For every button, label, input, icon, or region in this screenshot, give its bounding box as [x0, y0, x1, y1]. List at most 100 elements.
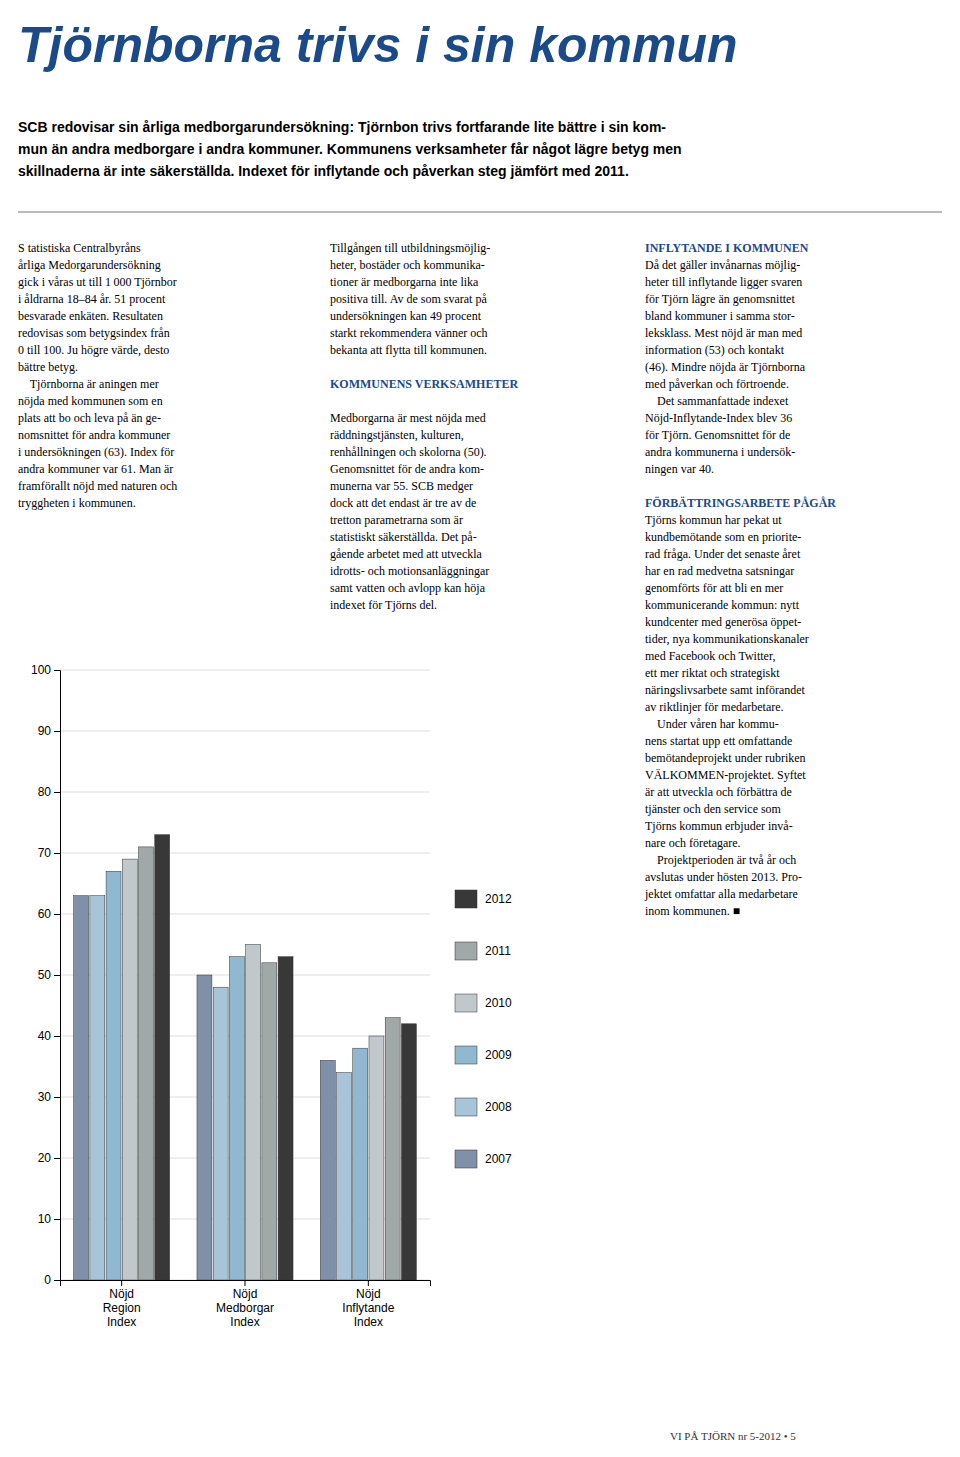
x-tick: NöjdRegionIndex — [103, 1280, 141, 1329]
bar — [320, 1060, 335, 1280]
column-text-line: tioner är medborgarna inte lika — [330, 275, 479, 289]
column-text-line: bekanta att flytta till kommunen. — [330, 343, 487, 357]
column-text-line: årliga Medorgarundersökning — [18, 258, 161, 272]
bar — [278, 957, 293, 1280]
column-text-line: Genomsnittet för de andra kom- — [330, 462, 484, 476]
bar — [401, 1024, 416, 1280]
bar — [197, 975, 212, 1280]
y-tick: 10 — [38, 1212, 60, 1226]
y-tick-mark — [54, 914, 60, 915]
column-text: Då det gäller invånarnas möjlig-heter ti… — [645, 258, 806, 476]
bar — [213, 987, 228, 1280]
column-text-line: nomsnittet för andra kommuner — [18, 428, 170, 442]
column-text-line: besvarade enkäten. Resultaten — [18, 309, 163, 323]
x-tick-mark — [245, 1280, 246, 1286]
y-tick-label: 30 — [38, 1090, 52, 1104]
legend-label: 2012 — [485, 892, 512, 906]
column-text-line: med Facebook och Twitter, — [645, 649, 775, 663]
x-tick: NöjdMedborgarIndex — [216, 1280, 274, 1329]
y-tick-mark — [54, 792, 60, 793]
column-text: Medborgarna är mest nöjda medräddningstj… — [330, 411, 489, 612]
legend-label: 2007 — [485, 1152, 512, 1166]
column-text-line: jektet omfattar alla medarbetare — [644, 887, 798, 901]
column-text-line: för Tjörn. Genomsnittet för de — [645, 428, 790, 442]
column-text: S tatistiska Centralbyråns årliga Medorga… — [18, 241, 177, 510]
column-text-line: tider, nya kommunikationskanaler — [645, 632, 809, 646]
x-tick-label-line: Region — [103, 1301, 141, 1315]
column-text-line: redovisas som betygsindex från — [18, 326, 170, 340]
y-tick-label: 0 — [44, 1273, 51, 1287]
y-tick: 100 — [31, 663, 60, 677]
x-tick-label-line: Index — [230, 1315, 259, 1329]
y-tick: 30 — [38, 1090, 60, 1104]
column-text-line: nöjda med kommunen som en — [18, 394, 163, 408]
y-tick-mark — [54, 1280, 60, 1281]
y-axis: 0102030405060708090100 — [31, 663, 61, 1287]
subtitle-line: mun än andra medborgare i andra kommuner… — [18, 141, 682, 157]
y-tick: 90 — [38, 724, 60, 738]
column-text-line: munerna var 55. SCB medger — [330, 479, 473, 493]
column-text-line: renhållningen och skolorna (50). — [330, 445, 487, 459]
x-tick-label-line: Nöjd — [109, 1287, 134, 1301]
y-tick: 50 — [38, 968, 60, 982]
column-text-line: räddningstjänsten, kulturen, — [330, 428, 464, 442]
column-text-line: tretton parametrarna som är — [330, 513, 463, 527]
column-text-line: heter till inflytande ligger svaren — [645, 275, 802, 289]
legend-swatch — [455, 1046, 477, 1064]
bar — [122, 859, 137, 1280]
column-text: Tjörns kommun har pekat utkundbemötande … — [644, 513, 809, 918]
column-text-line: starkt rekommendera vänner och — [330, 326, 488, 340]
column-text-line: har en rad medvetna satsningar — [645, 564, 794, 578]
bar — [369, 1036, 384, 1280]
column-text-line: rad fråga. Under det senaste året — [645, 547, 801, 561]
column-text-line: tryggheten i kommunen. — [18, 496, 136, 510]
column-text-line: nens startat upp ett omfattande — [645, 734, 792, 748]
column-text-line: Under våren har kommu- — [645, 717, 779, 731]
y-tick: 70 — [38, 846, 60, 860]
column-text-line: S tatistiska Centralbyråns — [18, 241, 141, 255]
column-text-line: tjänster och den service som — [645, 802, 782, 816]
column-text-line: plats att bo och leva på än ge- — [18, 411, 161, 425]
bar — [106, 871, 121, 1280]
column-text-line: Då det gäller invånarnas möjlig- — [645, 258, 800, 272]
grid-line — [60, 731, 430, 732]
y-tick-mark — [54, 731, 60, 732]
footer: VI PÅ TJÖRN nr 5-2012 • 5 — [670, 1430, 796, 1442]
column-text-line: samt vatten och avlopp kan höja — [330, 581, 486, 595]
legend-swatch — [455, 994, 477, 1012]
bar — [262, 963, 277, 1280]
column-text-line: i åldrarna 18–84 år. 51 procent — [18, 292, 166, 306]
column-text-line: Tjörns kommun har pekat ut — [645, 513, 782, 527]
column-text-line: i undersökningen (63). Index för — [18, 445, 174, 459]
column-text-line: (46). Mindre nöjda är Tjörnborna — [645, 360, 806, 374]
y-tick-label: 60 — [38, 907, 52, 921]
column-text-line: information (53) och kontakt — [645, 343, 785, 357]
column-text-line: 0 till 100. Ju högre värde, desto — [18, 343, 169, 357]
y-axis-line — [54, 671, 61, 1281]
legend-swatch — [455, 890, 477, 908]
column-text-line: kundcenter med generösa öppet- — [645, 615, 801, 629]
y-tick-label: 10 — [38, 1212, 52, 1226]
grid — [60, 670, 430, 1280]
y-tick-label: 20 — [38, 1151, 52, 1165]
column-text-line: ett mer riktat och strategiskt — [645, 666, 780, 680]
page: Tjörnborna trivs i sin kommunSCB redovis… — [0, 0, 960, 1457]
column-heading-line: KOMMUNENS VERKSAMHETER — [330, 377, 518, 391]
column-text-line: Det sammanfattade indexet — [645, 394, 789, 408]
column-text-line: idrotts- och motionsanläggningar — [330, 564, 489, 578]
title: Tjörnborna trivs i sin kommun — [18, 17, 738, 73]
x-tick-mark — [368, 1280, 369, 1286]
column-text-line: gående arbetet med att utveckla — [330, 547, 483, 561]
column-text-line: kommunicerande kommun: nytt — [645, 598, 800, 612]
subtitle-line: skillnaderna är inte säkerställda. Index… — [18, 163, 629, 179]
column-text-line: inom kommunen. ■ — [645, 904, 740, 918]
x-tick-label-line: Nöjd — [356, 1287, 381, 1301]
x-tick-mark — [121, 1280, 122, 1286]
column-text-line: andra kommuner var 61. Man är — [18, 462, 173, 476]
y-tick-mark — [54, 1219, 60, 1220]
column-heading: KOMMUNENS VERKSAMHETER — [330, 377, 518, 391]
column-text-line: av riktlinjer för medarbetare. — [645, 700, 784, 714]
column-text-line: näringslivsarbete samt införandet — [645, 683, 806, 697]
y-tick: 60 — [38, 907, 60, 921]
grid-line — [60, 853, 430, 854]
